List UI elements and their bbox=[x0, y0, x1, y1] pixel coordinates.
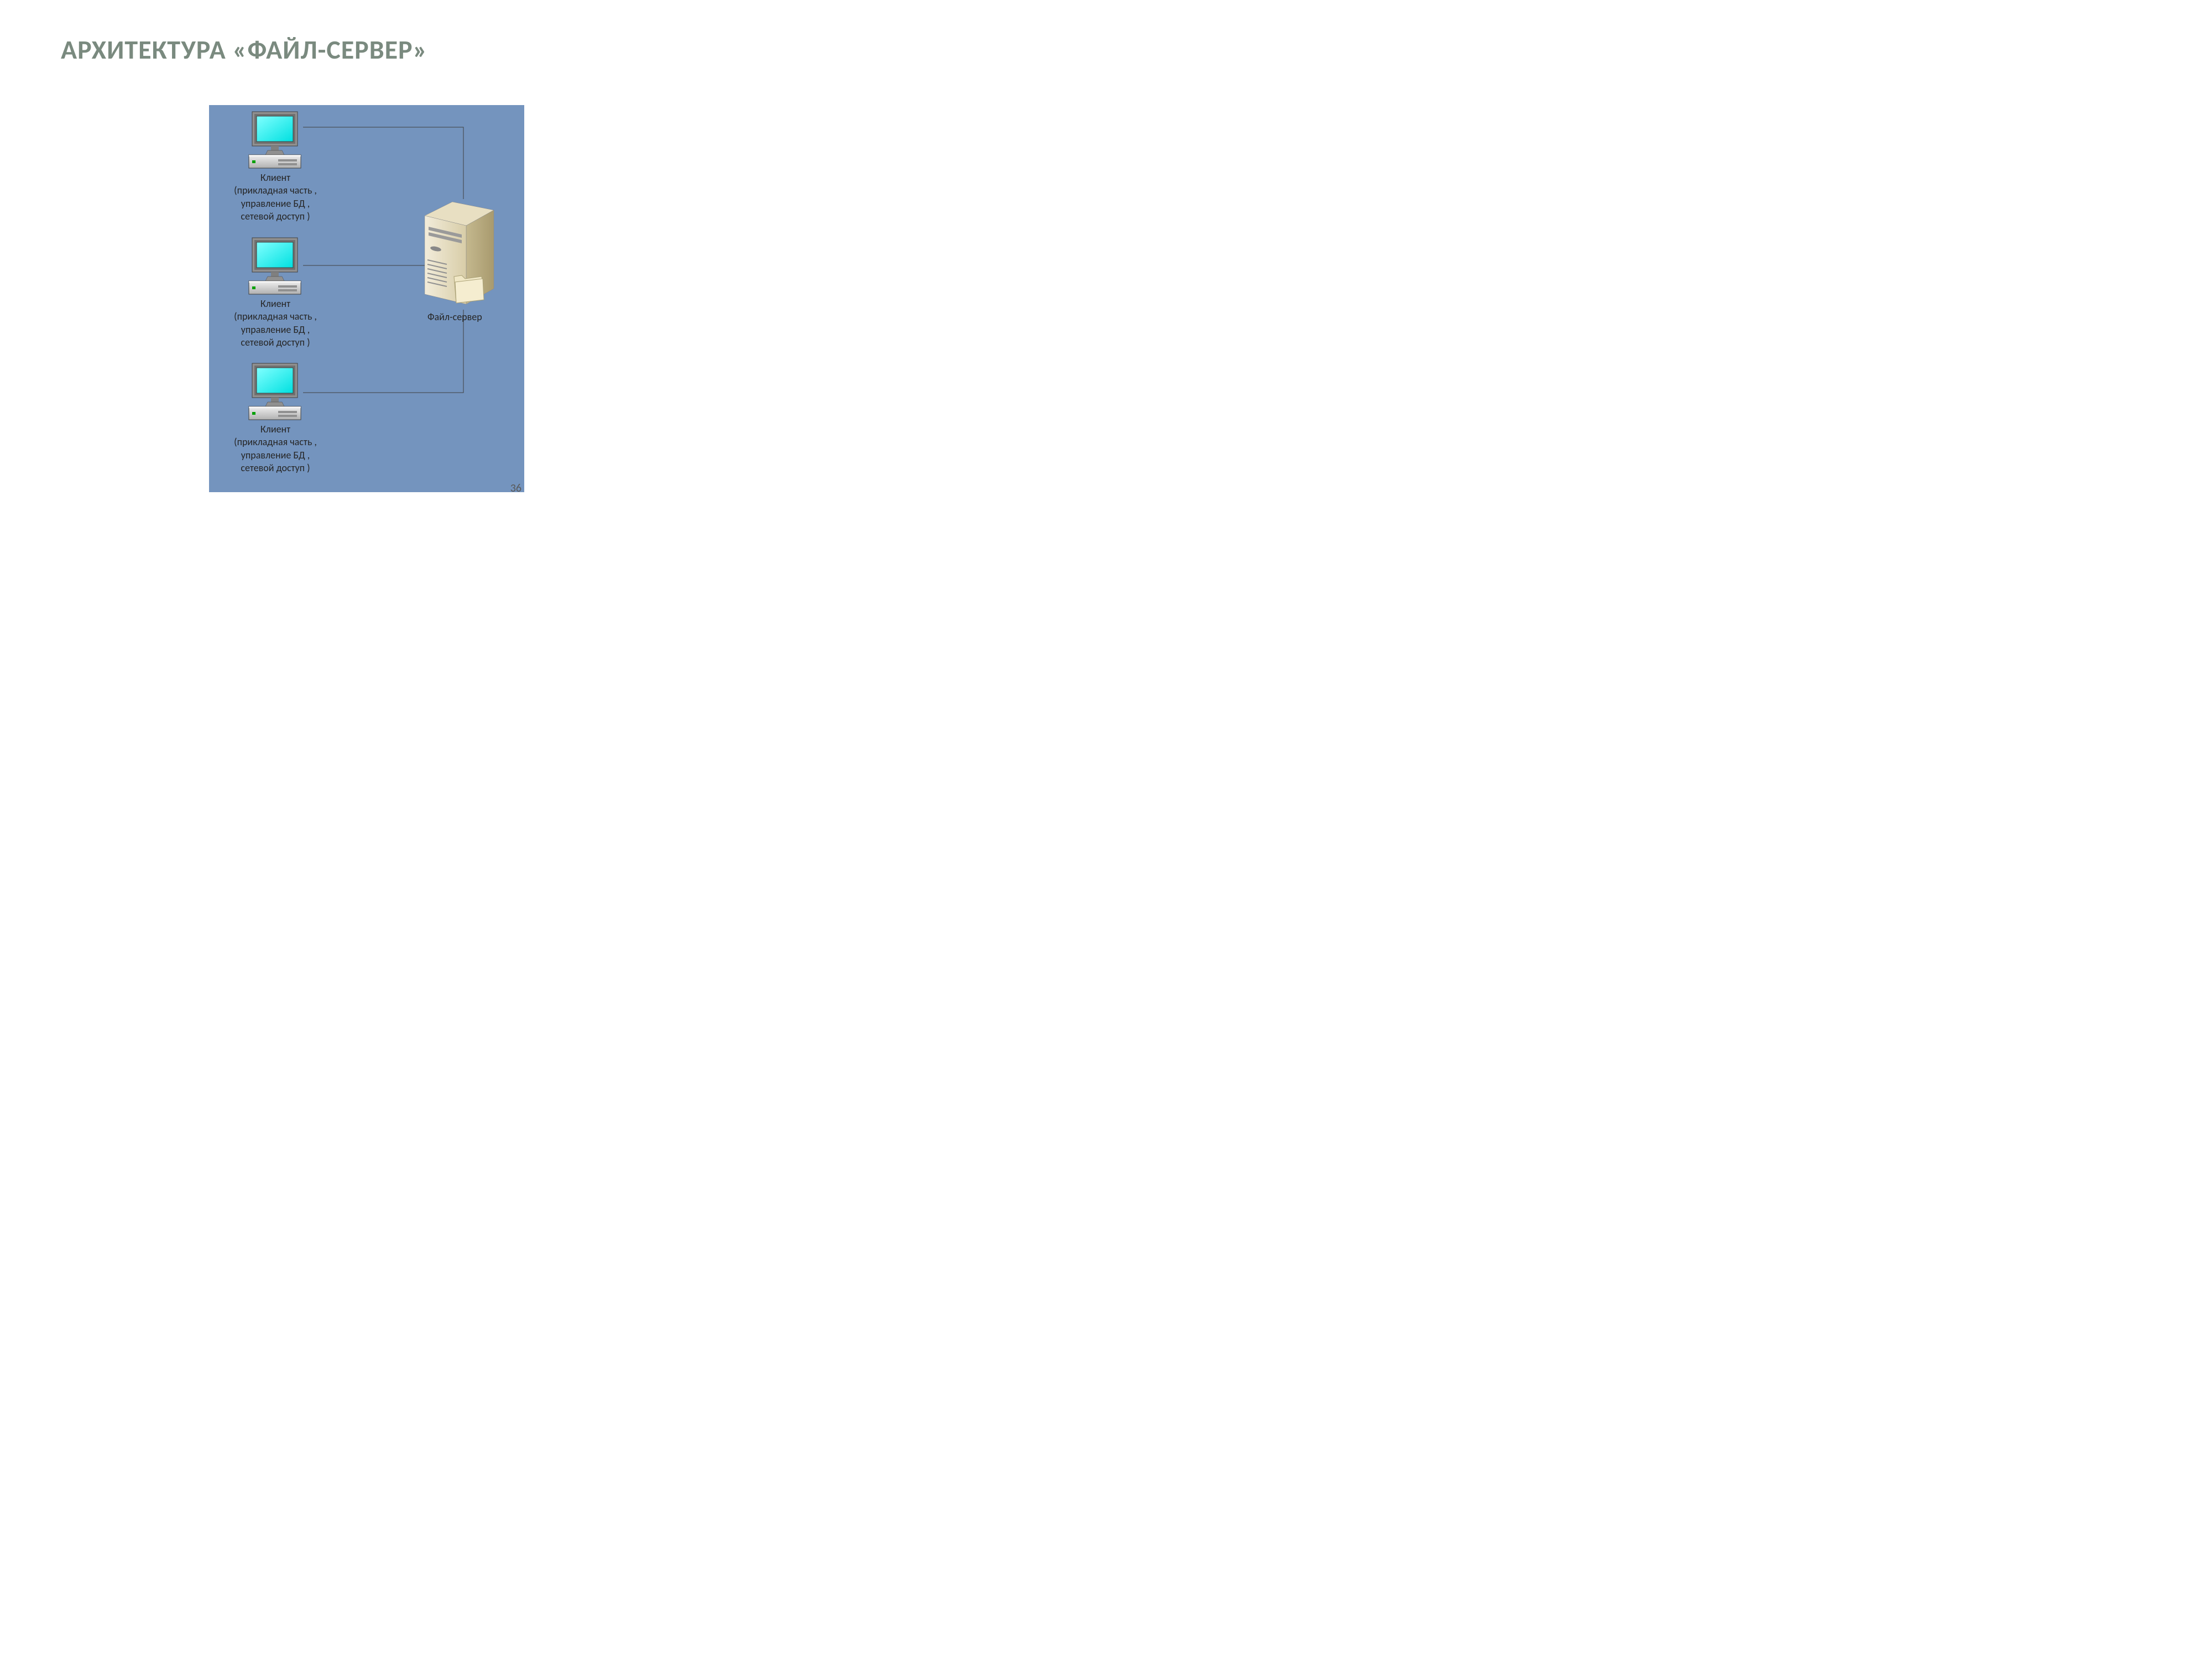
client-3-icon bbox=[248, 362, 302, 422]
client-2-icon bbox=[248, 237, 302, 296]
server-label: Файл-сервер bbox=[427, 311, 482, 323]
diagram-panel: Клиент (прикладная часть , управление БД… bbox=[209, 105, 524, 492]
server-icon bbox=[422, 199, 505, 310]
client-2-label: Клиент (прикладная часть , управление БД… bbox=[220, 298, 331, 349]
slide-title: АРХИТЕКТУРА «ФАЙЛ-СЕРВЕР» bbox=[61, 33, 427, 66]
client-1-icon bbox=[248, 111, 302, 170]
client-1-label: Клиент (прикладная часть , управление БД… bbox=[220, 171, 331, 223]
client-3-label: Клиент (прикладная часть , управление БД… bbox=[220, 423, 331, 475]
page-number: 36 bbox=[510, 482, 521, 495]
